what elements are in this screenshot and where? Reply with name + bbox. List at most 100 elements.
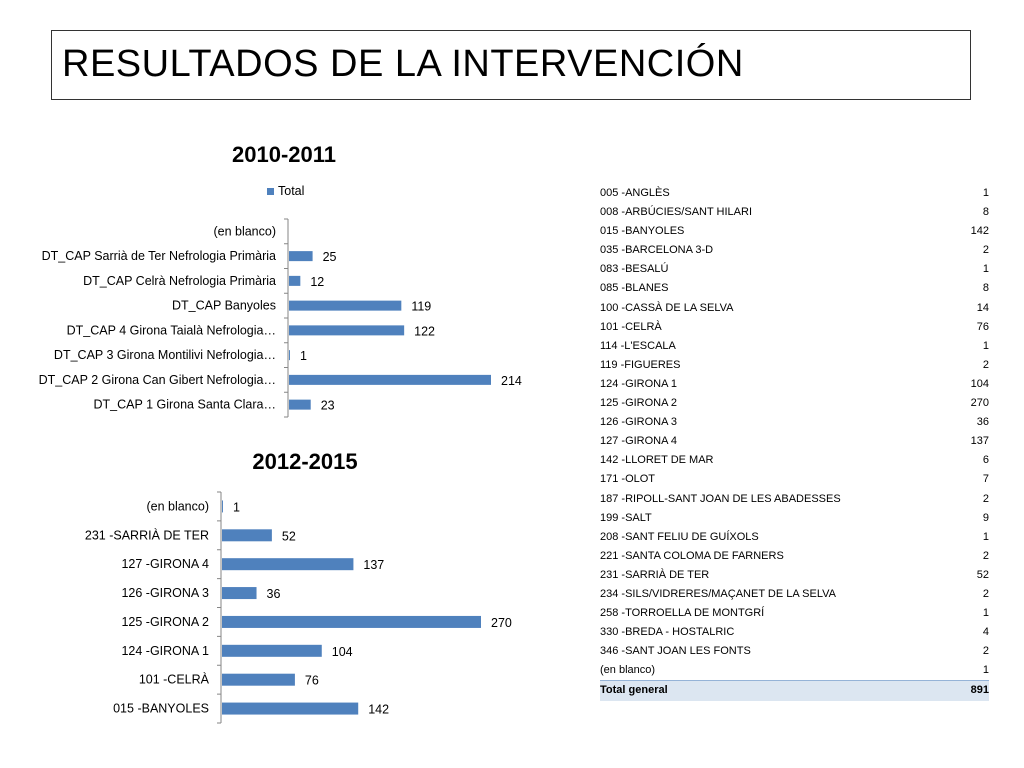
category-label: 127 -GIRONA 4	[121, 557, 209, 571]
row-value: 270	[970, 397, 989, 410]
category-label: 015 -BANYOLES	[113, 702, 209, 716]
row-value: 8	[982, 206, 989, 219]
value-label: 36	[267, 587, 281, 601]
category-label: (en blanco)	[213, 224, 276, 238]
category-label: 125 -GIRONA 2	[121, 615, 209, 629]
row-label: 330 -BREDA - HOSTALRIC	[600, 626, 735, 639]
row-label: 035 -BARCELONA 3-D	[600, 244, 714, 257]
value-label: 1	[300, 349, 307, 363]
row-label: 187 -RIPOLL-SANT JOAN DE LES ABADESSES	[600, 492, 841, 505]
table-row: (en blanco) 1	[600, 661, 989, 681]
value-label: 1	[233, 500, 240, 514]
page-title: RESULTADOS DE LA INTERVENCIÓN	[62, 43, 744, 85]
table-row: 126 -GIRONA 3 36	[600, 413, 989, 432]
table-row: 125 -GIRONA 2 270	[600, 394, 989, 413]
table-row: 085 -BLANES 8	[600, 279, 989, 298]
table-row: 171 -OLOT 7	[600, 470, 989, 489]
table-row: 083 -BESALÚ 1	[600, 260, 989, 279]
row-label: 126 -GIRONA 3	[600, 416, 678, 429]
chart-title: 2012-2015	[252, 449, 357, 474]
category-label: DT_CAP 4 Girona Taialà Nefrologia…	[67, 323, 276, 337]
value-label: 104	[332, 645, 353, 659]
row-value: 7	[982, 473, 989, 486]
row-value: 1	[982, 530, 989, 543]
row-value: 1	[982, 664, 989, 677]
title-box: RESULTADOS DE LA INTERVENCIÓN	[51, 30, 971, 100]
row-label: 234 -SILS/VIDRERES/MAÇANET DE LA SELVA	[600, 587, 836, 600]
row-value: 142	[970, 225, 989, 238]
row-value: 1	[982, 187, 989, 199]
row-label: (en blanco)	[600, 664, 656, 677]
bar	[289, 251, 313, 262]
table-row: 100 -CASSÀ DE LA SELVA 14	[600, 299, 989, 318]
legend-swatch	[267, 188, 274, 195]
row-value: 6	[982, 454, 989, 467]
row-value: 2	[982, 587, 989, 600]
bar	[289, 325, 405, 336]
table-row: 221 -SANTA COLOMA DE FARNERS 2	[600, 547, 989, 566]
row-label: 346 -SANT JOAN LES FONTS	[600, 645, 751, 658]
row-label: 142 -LLORET DE MAR	[600, 454, 714, 467]
row-label: 231 -SARRIÀ DE TER	[600, 568, 710, 581]
row-value: 14	[976, 301, 989, 314]
row-value: 8	[982, 282, 989, 295]
data-table: 005 -ANGLÈS 1 008 -ARBÚCIES/SANT HILARI 8 01…	[600, 184, 989, 701]
value-label: 142	[368, 703, 389, 717]
row-value: 2	[982, 492, 989, 505]
row-value: 1	[982, 263, 989, 276]
bar	[222, 673, 295, 686]
table-row: 127 -GIRONA 4 137	[600, 432, 989, 451]
row-value: 104	[970, 377, 989, 390]
row-label: 008 -ARBÚCIES/SANT HILARI	[600, 206, 753, 219]
category-label: DT_CAP 1 Girona Santa Clara…	[94, 398, 277, 412]
row-label: 083 -BESALÚ	[600, 263, 669, 276]
bar	[222, 644, 322, 657]
value-label: 122	[414, 324, 435, 338]
row-label: 208 -SANT FELIU DE GUÍXOLS	[600, 530, 759, 543]
row-label: 015 -BANYOLES	[600, 225, 685, 238]
row-label: 171 -OLOT	[600, 473, 656, 486]
bar	[222, 615, 481, 628]
bar	[289, 350, 290, 361]
value-label: 270	[491, 616, 512, 630]
category-label: (en blanco)	[146, 499, 209, 513]
table-row: 187 -RIPOLL-SANT JOAN DE LES ABADESSES 2	[600, 490, 989, 509]
chart-title: 2010-2011	[232, 142, 336, 167]
bar	[222, 587, 257, 600]
table-row: 346 -SANT JOAN LES FONTS 2	[600, 642, 989, 661]
table-row: 008 -ARBÚCIES/SANT HILARI 8	[600, 203, 989, 222]
category-label: DT_CAP Celrà Nefrologia Primària	[83, 274, 276, 288]
table-row: 330 -BREDA - HOSTALRIC 4	[600, 623, 989, 642]
row-label: 124 -GIRONA 1	[600, 377, 678, 390]
row-value: 2	[982, 645, 989, 658]
value-label: 23	[321, 399, 335, 413]
row-label: 119 -FIGUERES	[600, 358, 681, 371]
bar	[289, 374, 491, 385]
row-value: 137	[970, 435, 989, 448]
row-value: 52	[976, 568, 989, 581]
bar	[289, 300, 402, 311]
row-value: 2	[982, 358, 989, 371]
bar	[222, 529, 272, 542]
category-label: DT_CAP Sarrià de Ter Nefrologia Primària	[42, 249, 276, 263]
value-label: 214	[501, 374, 522, 388]
bar	[289, 399, 311, 410]
row-label: 258 -TORROELLA DE MONTGRÍ	[600, 607, 765, 620]
bar	[222, 500, 223, 513]
row-value: 36	[976, 416, 989, 429]
category-label: DT_CAP Banyoles	[172, 299, 276, 313]
row-value: 1	[982, 339, 989, 352]
value-label: 137	[363, 558, 384, 572]
table-row: 208 -SANT FELIU DE GUÍXOLS 1	[600, 528, 989, 547]
row-label: 199 -SALT	[600, 511, 652, 524]
table-row: 101 -CELRÀ 76	[600, 318, 989, 337]
table-row: 199 -SALT 9	[600, 509, 989, 528]
bar	[289, 275, 301, 286]
total-row: Total general 891	[600, 680, 989, 701]
total-label: Total general	[600, 680, 962, 701]
table-row: 005 -ANGLÈS 1	[600, 184, 989, 203]
row-value: 9	[982, 511, 989, 524]
row-value: 1	[982, 607, 989, 620]
table-row: 258 -TORROELLA DE MONTGRÍ 1	[600, 604, 989, 623]
